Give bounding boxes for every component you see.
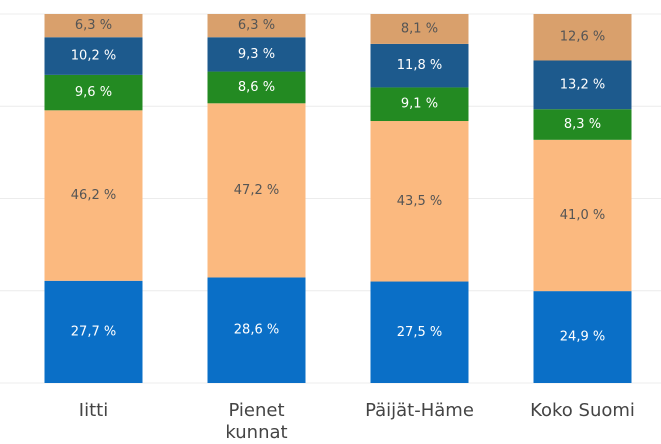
x-tick-label: Iitti [78,400,109,421]
bar-segment [44,37,143,75]
bar-segment [370,87,469,122]
x-tick-label: Koko Suomi [530,400,635,421]
x-tick-label: Pienet kunnat [225,400,288,443]
value-label: 41,0 % [560,208,605,223]
x-tick-label: Päijät-Häme [365,400,474,421]
value-label: 13,2 % [560,77,605,92]
bar-segment [370,281,469,383]
value-label: 6,3 % [238,18,275,33]
value-label: 8,6 % [238,80,275,95]
bar-segment [370,121,469,282]
value-label: 43,5 % [397,194,442,209]
value-label: 28,6 % [234,323,279,338]
bar-segment [207,71,306,104]
value-label: 12,6 % [560,30,605,45]
value-label: 24,9 % [560,330,605,345]
bar-segment [207,14,306,38]
value-label: 10,2 % [71,49,116,64]
value-label: 46,2 % [71,188,116,203]
value-label: 11,8 % [397,58,442,73]
bar-segment [207,103,306,278]
value-label: 27,5 % [397,325,442,340]
bar-segment [533,109,632,140]
bar-segment [370,14,469,44]
bar-segment [44,110,143,281]
bar-segment [207,277,306,383]
bar-segment [533,60,632,110]
value-label: 8,1 % [401,21,438,36]
value-label: 9,6 % [75,85,112,100]
value-label: 9,1 % [401,97,438,112]
bar-segment [207,37,306,72]
value-label: 8,3 % [564,117,601,132]
bar-segment [44,280,143,383]
value-label: 27,7 % [71,324,116,339]
bar-segment [533,139,632,292]
bar-segment [44,74,143,111]
value-label: 47,2 % [234,183,279,198]
bar-segment [370,43,469,88]
value-label: 9,3 % [238,47,275,62]
bar-segment [44,14,143,38]
bar-segment [533,291,632,383]
bar-segment [533,14,632,61]
value-label: 6,3 % [75,18,112,33]
